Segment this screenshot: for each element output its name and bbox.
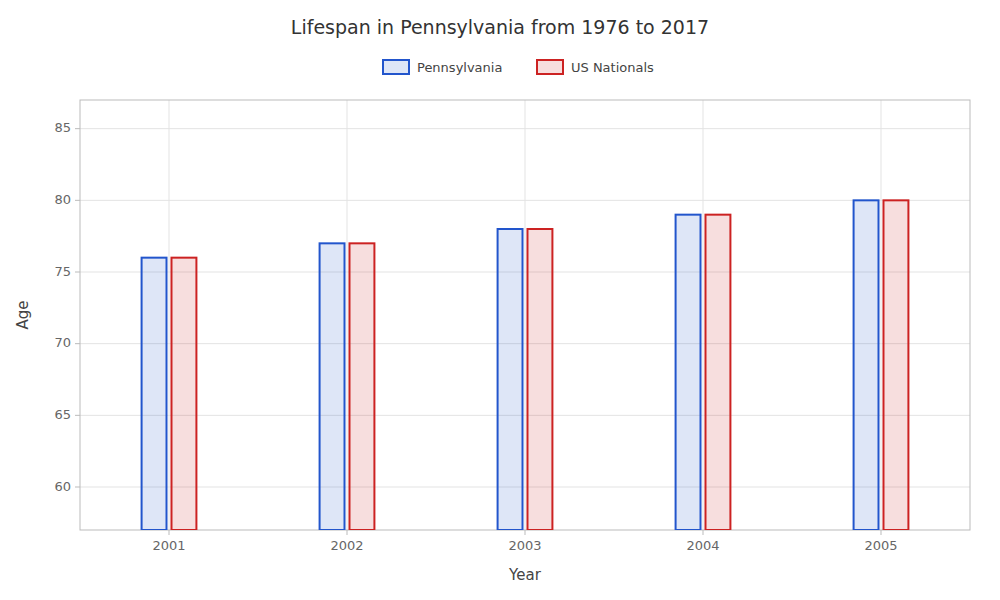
tick-label-x: 2002: [330, 538, 363, 553]
bar: [171, 258, 196, 530]
bar: [498, 229, 523, 530]
tick-label-y: 85: [54, 120, 71, 135]
grid-line-x: [169, 100, 170, 530]
legend: Pennsylvania US Nationals: [383, 60, 654, 75]
bars: [142, 200, 909, 530]
tick-y: [75, 272, 80, 273]
tick-x: [347, 530, 348, 535]
tick-x: [169, 530, 170, 535]
x-axis-label: Year: [508, 566, 542, 584]
tick-label-x: 2001: [152, 538, 185, 553]
tick-label-y: 80: [54, 192, 71, 207]
chart: 60 65 70 75 80 85 2001 2002 2003 2004 2005 Year Age L…: [0, 0, 1000, 600]
bar: [527, 229, 552, 530]
plot-frame: [80, 100, 970, 530]
bar: [142, 258, 167, 530]
tick-label-y: 65: [54, 407, 71, 422]
bar: [883, 200, 908, 530]
tick-y: [75, 128, 80, 129]
tick-y: [75, 200, 80, 201]
tick-label-x: 2003: [508, 538, 541, 553]
grid-line-x: [347, 100, 348, 530]
tick-x: [881, 530, 882, 535]
legend-swatch: [537, 60, 563, 74]
tick-x: [703, 530, 704, 535]
tick-x: [525, 530, 526, 535]
tick-y: [75, 343, 80, 344]
bar: [705, 215, 730, 530]
title: Lifespan in Pennsylvania from 1976 to 20…: [291, 16, 709, 38]
grid-line-x: [703, 100, 704, 530]
tick-y: [75, 487, 80, 488]
bar: [854, 200, 879, 530]
bar: [320, 243, 345, 530]
grid-line-x: [525, 100, 526, 530]
legend-label: Pennsylvania: [417, 60, 502, 75]
legend-label: US Nationals: [571, 60, 654, 75]
grid-line-x: [881, 100, 882, 530]
grid: [80, 100, 970, 530]
y-axis-label: Age: [14, 300, 32, 329]
tick-label-x: 2005: [864, 538, 897, 553]
bar: [349, 243, 374, 530]
tick-y: [75, 415, 80, 416]
bar: [676, 215, 701, 530]
legend-swatch: [383, 60, 409, 74]
tick-label-y: 70: [54, 335, 71, 350]
chart-container: 60 65 70 75 80 85 2001 2002 2003 2004 2005 Year Age L…: [0, 0, 1000, 600]
ticks: 60 65 70 75 80 85 2001 2002 2003 2004 2005: [54, 120, 897, 553]
tick-label-x: 2004: [686, 538, 719, 553]
tick-label-y: 60: [54, 479, 71, 494]
tick-label-y: 75: [54, 264, 71, 279]
